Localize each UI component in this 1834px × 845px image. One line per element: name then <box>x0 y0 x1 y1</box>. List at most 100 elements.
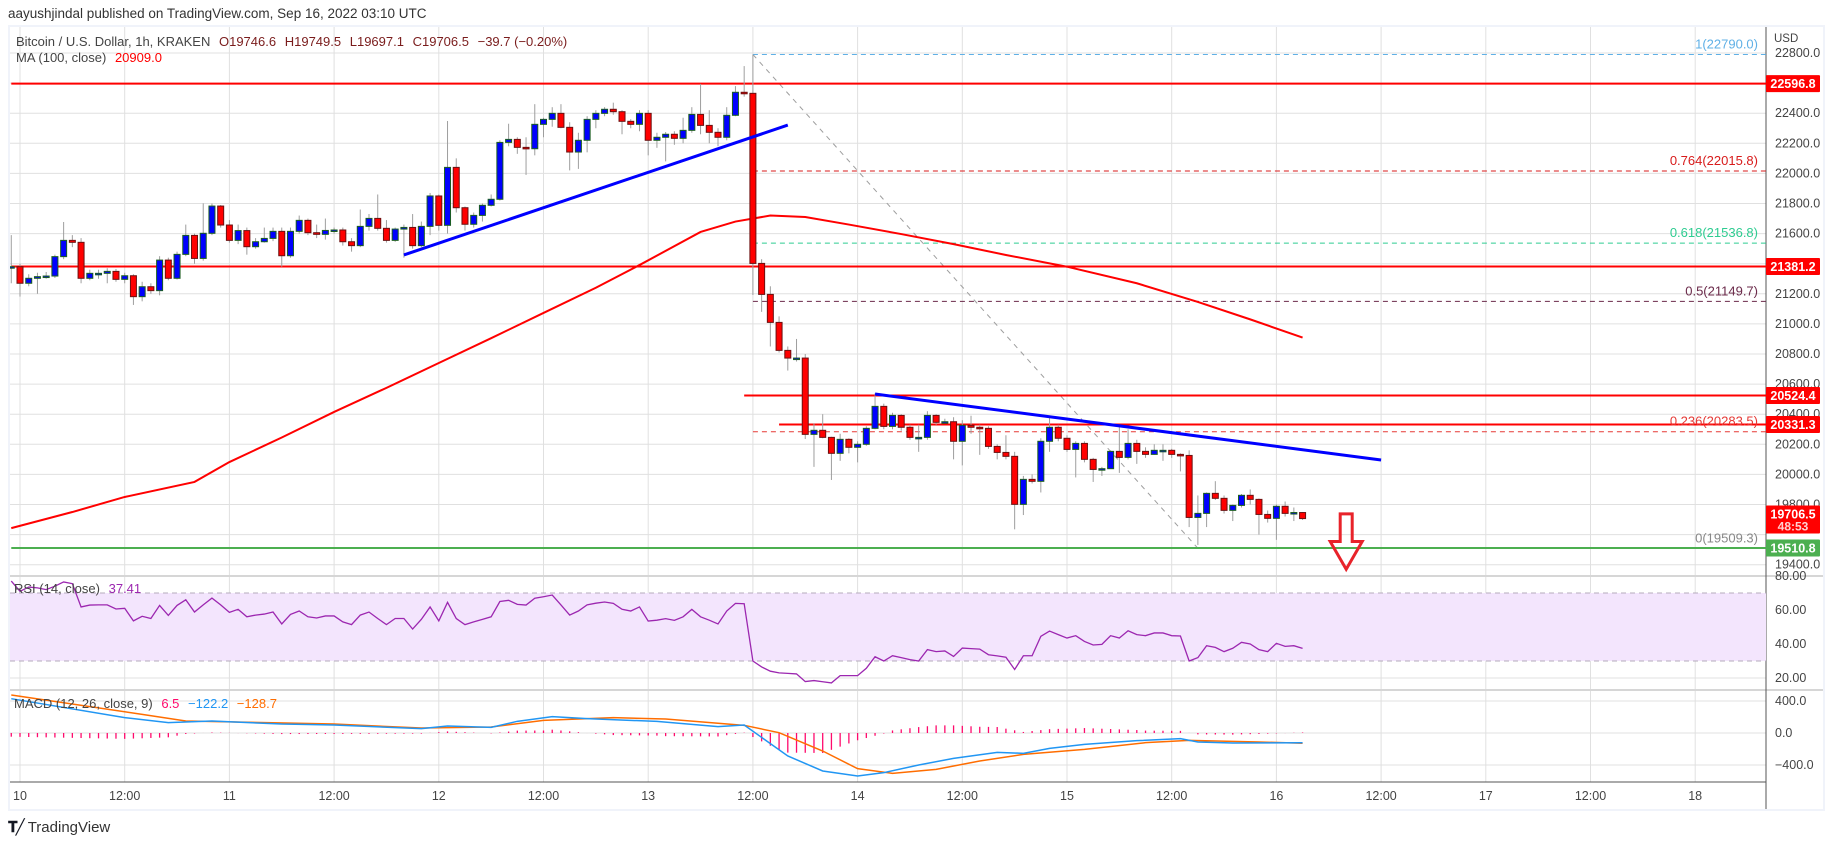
candle[interactable] <box>60 222 68 260</box>
candle[interactable] <box>1220 495 1228 514</box>
candle[interactable] <box>749 54 757 296</box>
candle[interactable] <box>967 415 975 434</box>
trendline[interactable] <box>403 123 789 257</box>
candle[interactable] <box>225 220 233 243</box>
candle[interactable] <box>697 83 705 135</box>
candle[interactable] <box>103 268 111 284</box>
candle[interactable] <box>819 414 827 439</box>
candle[interactable] <box>16 263 24 297</box>
candle[interactable] <box>278 227 286 267</box>
candle[interactable] <box>801 354 809 440</box>
candle[interactable] <box>906 424 914 440</box>
candle[interactable] <box>348 238 356 252</box>
candle[interactable] <box>86 269 94 281</box>
candle[interactable] <box>217 205 225 228</box>
candle[interactable] <box>156 256 164 296</box>
candle[interactable] <box>976 424 984 455</box>
candle[interactable] <box>1290 507 1298 522</box>
candle[interactable] <box>505 123 513 147</box>
candle[interactable] <box>592 110 600 129</box>
candle[interactable] <box>958 420 966 466</box>
candle[interactable] <box>487 194 495 207</box>
candle[interactable] <box>496 140 504 201</box>
candle[interactable] <box>1194 495 1202 545</box>
candle[interactable] <box>1089 457 1097 482</box>
candle[interactable] <box>313 224 321 239</box>
candle[interactable] <box>1272 504 1280 540</box>
candle[interactable] <box>932 414 940 425</box>
symbol-name[interactable]: Bitcoin / U.S. Dollar, 1h, KRAKEN <box>16 34 211 49</box>
candle[interactable] <box>679 117 687 144</box>
candle[interactable] <box>1063 435 1071 452</box>
candle[interactable] <box>618 110 626 135</box>
candle[interactable] <box>871 393 879 430</box>
candle[interactable] <box>77 238 85 284</box>
candle[interactable] <box>435 194 443 231</box>
candle[interactable] <box>1246 489 1254 505</box>
candle[interactable] <box>941 418 949 424</box>
candle[interactable] <box>365 214 373 231</box>
candle[interactable] <box>321 218 329 240</box>
candle[interactable] <box>1019 475 1027 516</box>
candle[interactable] <box>121 272 129 284</box>
candle[interactable] <box>339 227 347 246</box>
candle[interactable] <box>374 194 382 231</box>
macd-legend[interactable]: MACD (12, 26, close, 9) 6.5 −122.2 −128.… <box>14 696 282 711</box>
ma-legend[interactable]: MA (100, close) 20909.0 <box>16 50 167 65</box>
candle[interactable] <box>670 131 678 145</box>
candle[interactable] <box>129 274 137 305</box>
candle[interactable] <box>531 104 539 156</box>
candle[interactable] <box>915 424 923 452</box>
candle[interactable] <box>208 203 216 236</box>
candle[interactable] <box>574 132 582 169</box>
candle[interactable] <box>25 274 33 287</box>
candle[interactable] <box>1255 498 1263 535</box>
candle[interactable] <box>513 137 521 154</box>
candle[interactable] <box>950 417 958 460</box>
candle[interactable] <box>304 218 312 236</box>
candle[interactable] <box>1142 447 1150 458</box>
candle[interactable] <box>95 269 103 279</box>
candle[interactable] <box>199 203 207 261</box>
candle[interactable] <box>269 227 277 242</box>
candle[interactable] <box>1037 438 1045 493</box>
candle[interactable] <box>635 110 643 132</box>
candle[interactable] <box>705 110 713 144</box>
candle[interactable] <box>854 441 862 463</box>
candle[interactable] <box>688 107 696 133</box>
footer-brand[interactable]: 𝐓╱ TradingView <box>8 818 110 837</box>
ma100-line[interactable] <box>11 214 1303 530</box>
candle[interactable] <box>1002 435 1010 460</box>
candle[interactable] <box>793 338 801 362</box>
candle[interactable] <box>252 238 260 249</box>
candle[interactable] <box>391 227 399 242</box>
candle[interactable] <box>1098 466 1106 476</box>
candle[interactable] <box>810 423 818 467</box>
candle[interactable] <box>182 224 190 257</box>
candle[interactable] <box>1264 510 1272 523</box>
candle[interactable] <box>827 436 835 480</box>
candle[interactable] <box>1168 448 1176 458</box>
candle[interactable] <box>758 259 766 312</box>
candle[interactable] <box>426 192 434 236</box>
candle[interactable] <box>1054 424 1062 442</box>
candle[interactable] <box>1011 451 1019 530</box>
candle[interactable] <box>653 132 661 148</box>
candle[interactable] <box>583 116 591 153</box>
candle[interactable] <box>478 203 486 222</box>
candle[interactable] <box>1238 493 1245 508</box>
candle[interactable] <box>444 121 452 234</box>
candle[interactable] <box>1046 417 1054 452</box>
candle[interactable] <box>147 283 155 294</box>
candle[interactable] <box>723 107 731 141</box>
candle[interactable] <box>33 272 41 294</box>
candle[interactable] <box>461 206 469 231</box>
candle[interactable] <box>382 220 390 243</box>
candle[interactable] <box>400 224 408 258</box>
candle[interactable] <box>548 107 556 127</box>
candle[interactable] <box>1281 501 1289 517</box>
candle[interactable] <box>609 102 617 115</box>
candle[interactable] <box>1299 512 1307 520</box>
candle[interactable] <box>1150 444 1158 455</box>
